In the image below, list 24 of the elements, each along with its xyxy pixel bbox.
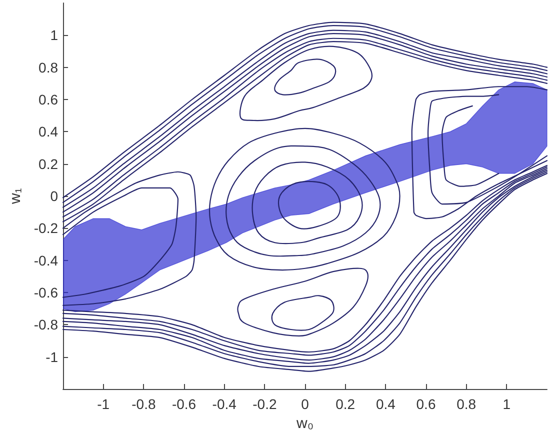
y-tick-label: -0.8 xyxy=(34,316,58,333)
x-tick-label: -1 xyxy=(97,396,110,412)
y-tick-label: 0.2 xyxy=(38,156,58,172)
x-tick-label: -0.6 xyxy=(172,396,196,412)
y-axis-title: w₁ xyxy=(7,188,24,205)
y-tick-label: 0.4 xyxy=(38,124,58,140)
y-tick-label: -0.4 xyxy=(34,252,58,268)
y-tick-label: 0.6 xyxy=(38,92,58,108)
x-axis-title: w₀ xyxy=(295,414,314,432)
y-tick-label: -0.6 xyxy=(34,284,58,300)
y-tick-label: 0.8 xyxy=(38,59,58,76)
x-tick-label: 0 xyxy=(301,396,310,412)
x-tick-label: 1 xyxy=(502,396,511,412)
y-tick-label: 1 xyxy=(50,27,58,44)
x-tick-label: -0.4 xyxy=(212,396,237,412)
x-tick-label: 0.2 xyxy=(336,396,356,412)
y-tick-label: -0.2 xyxy=(34,220,58,236)
x-tick-label: 0.4 xyxy=(376,396,396,412)
x-tick-label: -0.8 xyxy=(132,396,156,412)
x-tick-label: -0.2 xyxy=(252,396,277,412)
y-tick-label: -1 xyxy=(46,348,58,365)
y-tick-label: 0 xyxy=(50,188,58,204)
x-tick-label: 0.6 xyxy=(416,396,436,412)
x-tick-label: 0.8 xyxy=(456,396,476,412)
